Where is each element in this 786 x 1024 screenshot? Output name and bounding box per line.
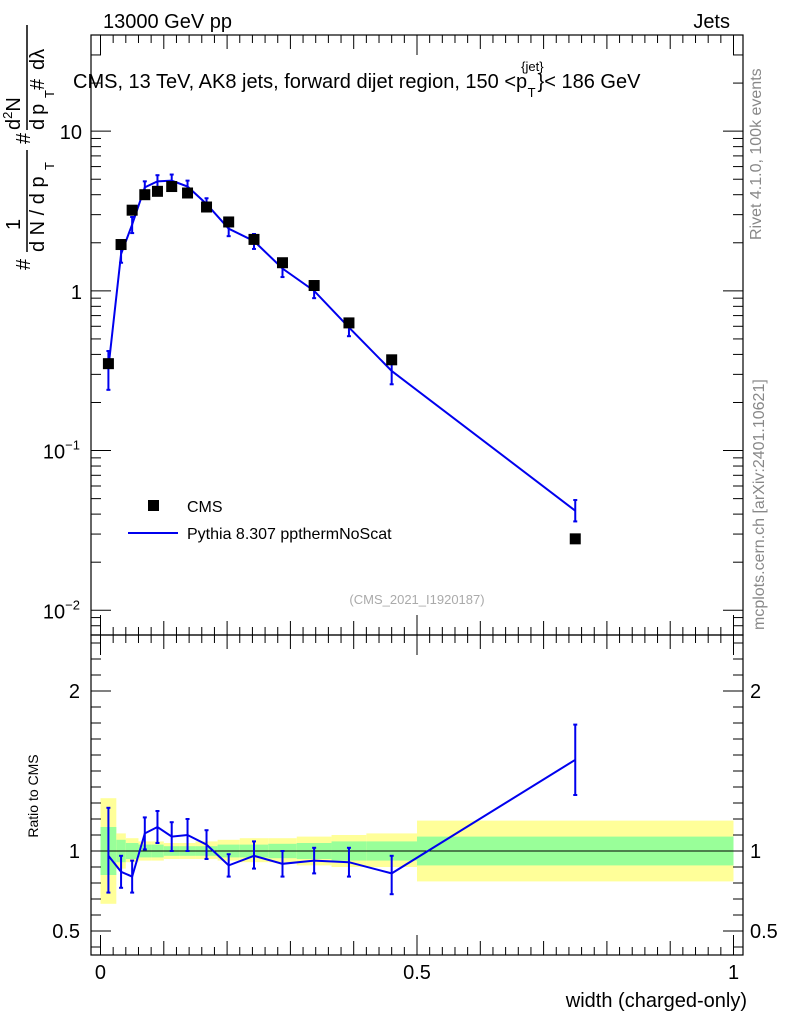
- ylabel-hash-1: #: [13, 258, 35, 270]
- plot-title: CMS, 13 TeV, AK8 jets, forward dijet reg…: [73, 59, 641, 100]
- main-plot-frame: [90, 34, 744, 636]
- cms-data-point: [115, 239, 127, 251]
- ratio-y-tick-label-2: 2: [69, 681, 80, 703]
- cms-data-points: [102, 181, 581, 545]
- cms-data-point: [248, 233, 260, 245]
- cms-data-point: [201, 201, 213, 213]
- legend-cms-marker: [148, 500, 159, 511]
- ylabel-one: 1: [3, 219, 25, 230]
- y-tick-label-0.1: 10−1: [43, 438, 80, 464]
- ylabel-t2: T: [42, 90, 57, 98]
- cms-data-point: [126, 204, 138, 216]
- header-process: Jets: [693, 11, 730, 33]
- cms-data-point: [308, 280, 320, 292]
- y-tick-label-10: 10: [60, 122, 82, 144]
- ratio-y-tick-label-right-1: 1: [750, 841, 761, 863]
- cms-data-point: [102, 358, 114, 370]
- main-axis-ticks: [91, 34, 743, 636]
- main-y-axis-label: # 1 d N / d p T # d2N dp T # dλ: [0, 25, 57, 270]
- mc-line-main: [107, 179, 576, 512]
- ylabel-dn-dp: d N / d p: [27, 176, 49, 252]
- header-energy: 13000 GeV pp: [103, 11, 232, 33]
- analysis-id-label: (CMS_2021_I1920187): [349, 592, 484, 607]
- ratio-y-tick-label-right-2: 2: [750, 681, 761, 703]
- legend-mc-label: Pythia 8.307 ppthermNoScat: [187, 526, 392, 543]
- cms-data-point: [151, 185, 163, 197]
- rivet-version-label: Rivet 4.1.0, 100k events: [748, 68, 765, 240]
- y-tick-label-0.01: 10−2: [43, 597, 80, 623]
- y-tick-label-1: 1: [71, 282, 82, 304]
- legend-cms-label: CMS: [187, 499, 223, 516]
- x-tick-label-0: 0: [95, 962, 106, 984]
- ylabel-dlambda: dλ: [27, 49, 49, 70]
- cms-data-point: [223, 216, 235, 228]
- ylabel-d2n: d2N: [0, 97, 25, 130]
- ratio-y-tick-label-0.5: 0.5: [52, 921, 80, 943]
- ylabel-hash-3: #: [27, 78, 49, 90]
- ratio-axis-ticks: [91, 635, 743, 955]
- x-axis-label: width (charged-only): [565, 990, 747, 1012]
- ratio-y-tick-label-right-0.5: 0.5: [750, 921, 778, 943]
- mc-series-main: [106, 173, 578, 523]
- cms-data-point: [166, 181, 178, 193]
- tick-labels: 10−2 10−1 1 10 0.5 1 2 0.5 1 2 0 0.5 1: [43, 122, 778, 984]
- cms-data-point: [386, 354, 398, 366]
- cms-data-point: [569, 533, 581, 545]
- legend: CMS Pythia 8.307 ppthermNoScat: [128, 499, 392, 543]
- cms-data-point: [276, 257, 288, 269]
- x-tick-label-1: 1: [728, 962, 739, 984]
- ratio-plot-frame: [90, 634, 744, 956]
- ylabel-t1: T: [42, 162, 57, 170]
- ratio-y-axis-label: Ratio to CMS: [25, 754, 41, 837]
- x-tick-label-0.5: 0.5: [403, 962, 431, 984]
- ylabel-hash-2: #: [13, 132, 35, 144]
- mc-series-ratio: [106, 723, 578, 896]
- cms-data-point: [139, 189, 151, 201]
- mcplots-label: mcplots.cern.ch [arXiv:2401.10621]: [751, 379, 768, 630]
- ylabel-dp: dp: [27, 104, 49, 130]
- ratio-y-tick-label-1: 1: [69, 841, 80, 863]
- cms-data-point: [182, 187, 194, 199]
- cms-data-point: [343, 317, 355, 329]
